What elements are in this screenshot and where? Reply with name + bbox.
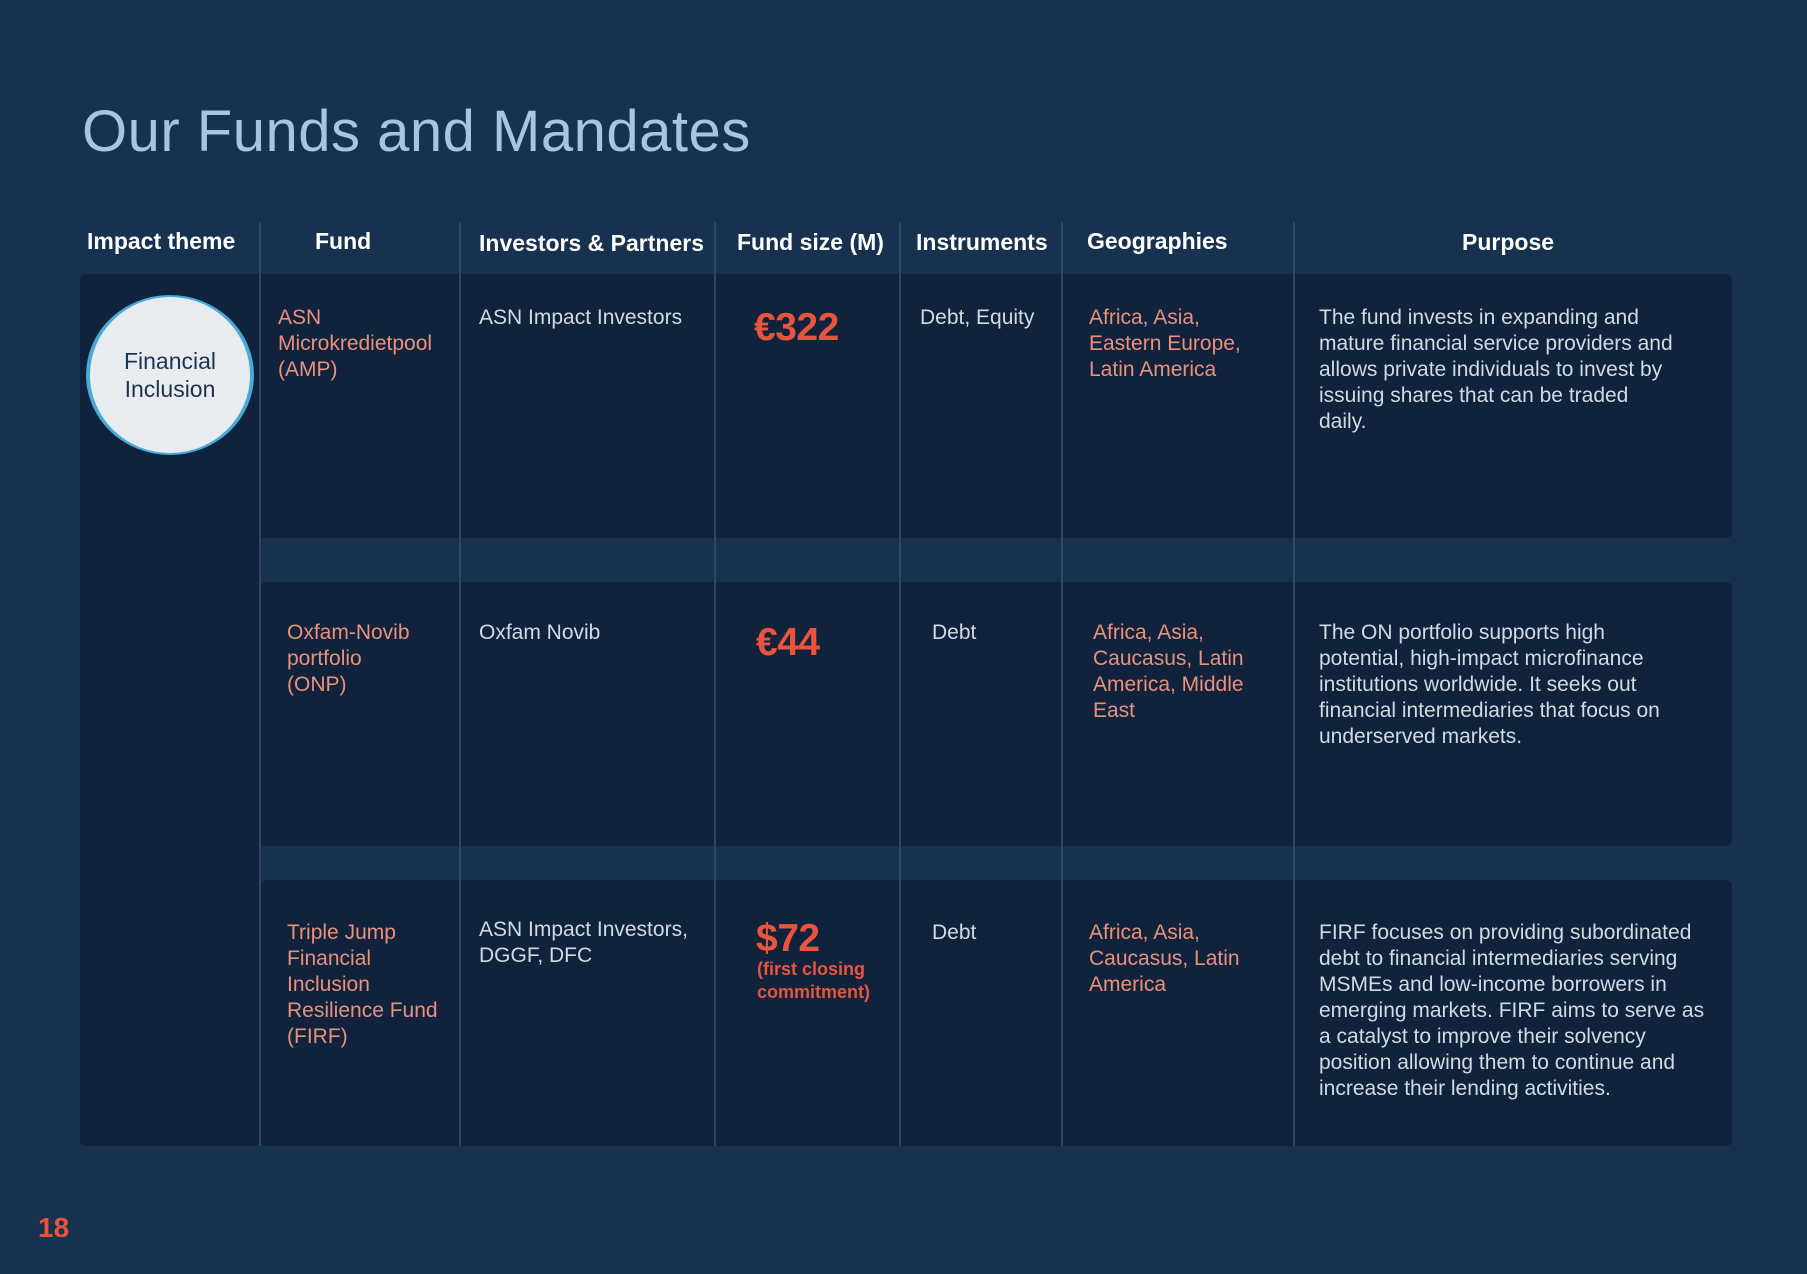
geographies-cell: Africa, Asia, Caucasus, Latin America, M…: [1093, 621, 1244, 722]
header-geographies: Geographies: [1087, 228, 1228, 254]
column-divider: [1061, 222, 1063, 1146]
header-fund: Fund: [315, 228, 372, 254]
column-divider: [714, 222, 716, 1146]
column-divider: [899, 222, 901, 1146]
purpose-cell: FIRF focuses on providing subordinated d…: [1319, 921, 1705, 1100]
page-title: Our Funds and Mandates: [82, 99, 751, 164]
header-impact-theme: Impact theme: [87, 228, 236, 254]
impact-badge: [90, 297, 250, 453]
header-fund-size: Fund size (M): [737, 229, 884, 255]
geographies-cell: Africa, Asia, Caucasus, Latin America: [1089, 921, 1240, 996]
investors-cell: Oxfam Novib: [479, 621, 601, 644]
fund-size-note: (first closing commitment): [757, 959, 871, 1002]
fund-name: Oxfam-Novib portfolio (ONP): [287, 621, 410, 696]
purpose-cell: The ON portfolio supports high potential…: [1319, 621, 1660, 748]
purpose-cell: The fund invests in expanding and mature…: [1319, 306, 1673, 433]
geographies-cell: Africa, Asia, Eastern Europe, Latin Amer…: [1089, 306, 1241, 381]
impact-theme-line: Financial: [123, 348, 217, 374]
page-number: 18: [38, 1212, 70, 1243]
header-instruments: Instruments: [916, 229, 1048, 255]
impact-theme-label: Financial Inclusion: [90, 347, 250, 403]
impact-theme-line: Inclusion: [124, 376, 216, 402]
column-divider: [459, 222, 461, 1146]
row-panel-firf: [260, 880, 1732, 1146]
instruments-cell: Debt, Equity: [920, 306, 1035, 329]
fund-size-value: €322: [754, 306, 839, 349]
row-panel-amp: [80, 274, 1732, 538]
investors-cell: ASN Impact Investors: [479, 306, 683, 329]
fund-size-value: €44: [756, 621, 820, 664]
row-panel-onp: [260, 582, 1732, 846]
fund-size-value: $72: [756, 917, 820, 960]
column-divider: [259, 222, 261, 1146]
fund-name: Triple Jump Financial Inclusion Resilien…: [287, 921, 438, 1048]
investors-cell: ASN Impact Investors, DGGF, DFC: [479, 918, 688, 967]
header-purpose: Purpose: [1462, 229, 1555, 255]
fund-name: ASN Microkredietpool (AMP): [278, 306, 433, 381]
column-divider: [1293, 222, 1295, 1146]
instruments-cell: Debt: [932, 621, 977, 644]
header-investors: Investors & Partners: [479, 230, 704, 256]
instruments-cell: Debt: [932, 921, 977, 944]
